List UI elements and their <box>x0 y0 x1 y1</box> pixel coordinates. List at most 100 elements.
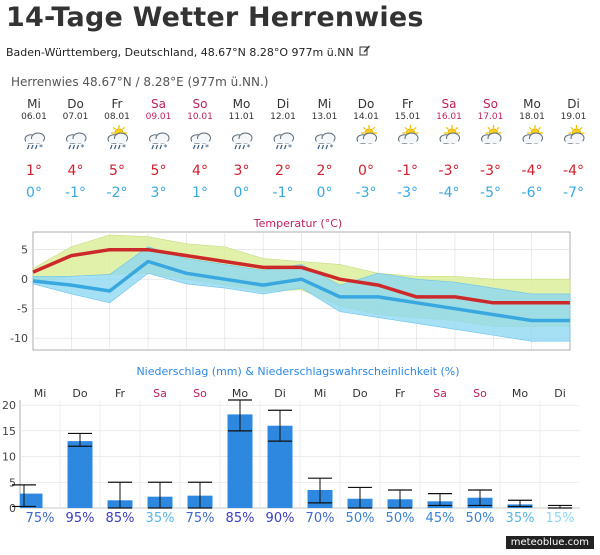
snowflake: * <box>247 143 251 152</box>
x-category-label: Di <box>274 387 286 400</box>
precip-chart-title: Niederschlag (mm) & Niederschlagswahrsch… <box>136 365 459 378</box>
y-tick-label: 5 <box>9 476 16 489</box>
day-date: 06.01 <box>21 112 47 122</box>
precip-icon: * <box>26 143 43 152</box>
temp-max: 4° <box>192 163 208 179</box>
precip-icon: * <box>275 143 292 152</box>
cloud-icon <box>24 132 45 144</box>
day-date: 13.01 <box>312 112 338 122</box>
rain-snow-icon: * <box>315 132 336 152</box>
cloud-part <box>109 139 126 143</box>
rain-drop <box>200 144 204 150</box>
station-label: Herrenwies 48.67°N / 8.28°E (977m ü.NN.) <box>11 75 268 89</box>
precip-probability-label: 95% <box>66 511 95 526</box>
sun-cloud-icon <box>356 125 377 144</box>
precip-probability-label: 15% <box>546 511 575 526</box>
temp-max: 3° <box>234 163 250 179</box>
temp-max: -3° <box>439 163 460 179</box>
x-category-label: Sa <box>433 387 447 400</box>
precip-probability-label: 85% <box>226 511 255 526</box>
x-category-label: So <box>473 387 487 400</box>
day-date: 17.01 <box>478 112 504 122</box>
temp-min: -6° <box>522 185 543 201</box>
rain-drop <box>26 144 30 150</box>
temp-max: 2° <box>275 163 291 179</box>
sun-ray <box>538 126 542 130</box>
cloud-part <box>565 139 583 143</box>
cloud-icon <box>481 132 502 144</box>
day-date: 16.01 <box>436 112 462 122</box>
edit-icon[interactable] <box>359 44 371 59</box>
sun-ray <box>122 126 126 130</box>
sun-cloud-icon <box>522 125 543 144</box>
temp-min: -3° <box>356 185 377 201</box>
day-name: Mo <box>523 97 541 111</box>
sun-ray <box>487 126 491 130</box>
sun-ray <box>579 126 583 130</box>
temp-max: -4° <box>522 163 543 179</box>
sun-ray <box>413 126 417 130</box>
day-name: So <box>193 97 208 111</box>
rain-drop <box>109 144 113 150</box>
temp-min: 0° <box>317 185 333 201</box>
precip-probability-label: 85% <box>106 511 135 526</box>
cloud-icon <box>232 132 253 144</box>
day-name: Do <box>358 97 375 111</box>
precip-bar <box>67 441 93 508</box>
precip-probability-label: 45% <box>426 511 455 526</box>
day-date: 09.01 <box>146 112 172 122</box>
cloud-part <box>275 139 292 143</box>
sun-cloud-icon <box>481 125 502 144</box>
x-category-label: Mi <box>314 387 327 400</box>
day-date: 14.01 <box>353 112 379 122</box>
temp-max: 5° <box>109 163 125 179</box>
rain-drop <box>117 144 121 150</box>
sun-ray <box>496 126 500 130</box>
temp-min: -4° <box>439 185 460 201</box>
temp-max: 4° <box>68 163 84 179</box>
day-name: Do <box>67 97 84 111</box>
rain-drop <box>76 144 80 150</box>
cloud-part <box>441 139 458 143</box>
sun-cloud-icon <box>439 125 460 144</box>
day-date: 10.01 <box>187 112 213 122</box>
precip-probability-label: 50% <box>386 511 415 526</box>
temp-min: 1° <box>192 185 208 201</box>
rain-snow-icon: * <box>190 132 211 152</box>
day-name: Fr <box>402 97 413 111</box>
x-category-label: So <box>193 387 207 400</box>
precip-icon: * <box>151 143 168 152</box>
rain-drop <box>113 144 117 150</box>
cloud-icon <box>564 132 585 144</box>
x-category-label: Mo <box>512 387 528 400</box>
rain-drop <box>234 144 238 150</box>
snowflake: * <box>39 143 43 152</box>
tmin-uncertainty-band <box>32 246 571 342</box>
y-tick-label: 0 <box>9 502 16 515</box>
precipitation-chart: Mi Do Fr Sa So Mo Di Mi Do Fr Sa So Mo Di 0 5 10 15 20 75% 9… <box>2 387 580 526</box>
snowflake: * <box>205 143 209 152</box>
rain-drop <box>242 144 246 150</box>
cloud-icon <box>190 132 211 144</box>
precip-probability-label: 50% <box>466 511 495 526</box>
precip-icon: * <box>317 143 334 152</box>
location-text: Baden-Württemberg, Deutschland, 48.67°N … <box>6 46 354 59</box>
rain-drop <box>321 144 325 150</box>
cloud-part <box>482 139 500 143</box>
precip-icon: * <box>68 143 85 152</box>
temp-max: 2° <box>317 163 333 179</box>
cloud-icon <box>107 132 128 144</box>
day-name: So <box>483 97 498 111</box>
precip-icon: * <box>109 143 126 152</box>
precip-probability-label: 35% <box>506 511 535 526</box>
sun-ray <box>445 126 449 130</box>
sun-ray <box>112 126 116 130</box>
day-header: Mi06.01*1°0°Do07.01*4°-1°Fr08.01*5°-2°Sa… <box>21 97 586 201</box>
temp-max: 5° <box>151 163 167 179</box>
precip-probability-label: 70% <box>306 511 335 526</box>
cloud-part <box>316 139 334 143</box>
cloud-part <box>358 139 375 143</box>
rain-drop <box>275 144 279 150</box>
x-category-label: Fr <box>115 387 126 400</box>
